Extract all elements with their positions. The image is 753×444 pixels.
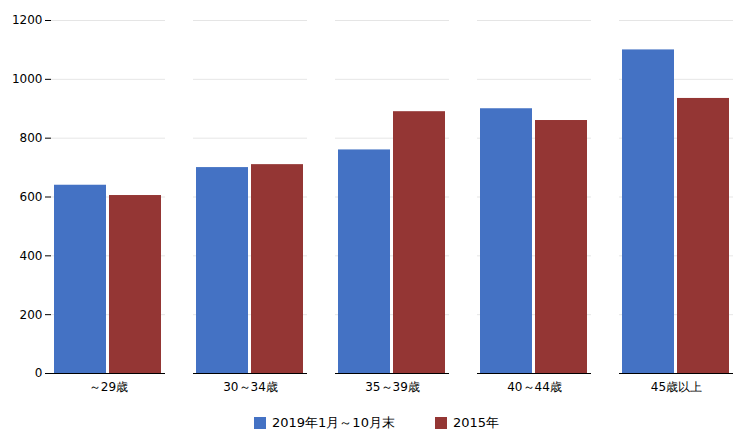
svg-text:40～44歳: 40～44歳 [507,380,562,394]
svg-text:800: 800 [20,131,43,145]
svg-text:1000: 1000 [12,72,43,86]
svg-text:0: 0 [35,366,43,380]
html-text:2019年1月～10月末: 2019年1月～10月末 [272,415,395,430]
html-text:2015年: 2015年 [452,415,499,430]
svg-text:35～39歳: 35～39歳 [365,380,420,394]
svg-text:400: 400 [20,249,43,263]
svg-text:200: 200 [20,308,43,322]
svg-text:45歳以上: 45歳以上 [651,380,702,394]
svg-text:1200: 1200 [12,13,43,27]
svg-text:30～34歳: 30～34歳 [223,380,278,394]
svg-text:600: 600 [20,190,43,204]
svg-text:～29歳: ～29歳 [89,380,128,394]
